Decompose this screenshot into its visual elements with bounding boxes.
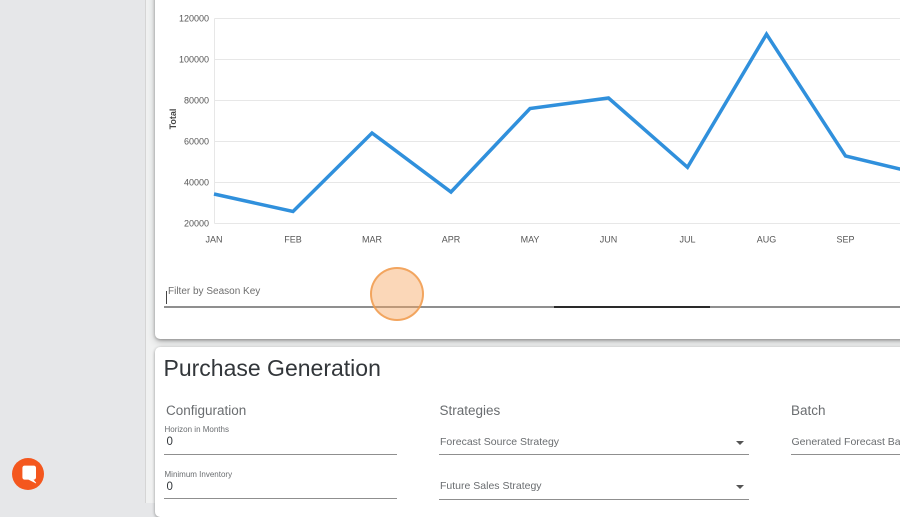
svg-text:AUG: AUG [757,235,777,245]
svg-text:40000: 40000 [184,178,209,188]
svg-text:Total: Total [168,109,178,130]
svg-text:JUN: JUN [600,235,618,245]
svg-text:20000: 20000 [184,219,209,229]
svg-text:120000: 120000 [179,14,209,24]
svg-text:100000: 100000 [179,55,209,65]
svg-text:JAN: JAN [205,235,222,245]
svg-text:SEP: SEP [836,235,854,245]
svg-text:JUL: JUL [679,235,695,245]
svg-text:APR: APR [442,235,461,245]
svg-text:FEB: FEB [284,235,302,245]
svg-text:MAY: MAY [521,235,540,245]
svg-text:MAR: MAR [362,235,383,245]
svg-text:60000: 60000 [184,137,209,147]
svg-text:80000: 80000 [184,96,209,106]
